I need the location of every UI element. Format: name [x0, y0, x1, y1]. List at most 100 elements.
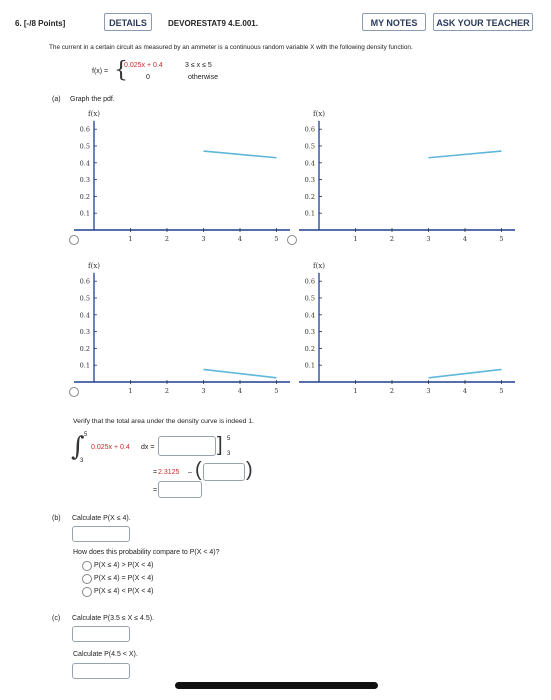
- pdf-line: [203, 150, 277, 159]
- points-label: 6. [-/8 Points]: [15, 19, 66, 28]
- lower-eval-input[interactable]: [203, 463, 245, 481]
- y-tick-label: 0.1: [80, 362, 90, 370]
- y-tick-label: 0.4: [305, 159, 315, 167]
- eval-upper-bound: 5: [227, 436, 231, 442]
- y-axis-label: f(x): [88, 110, 100, 118]
- y-tick-label: 0.2: [305, 345, 315, 353]
- y-tick-label: 0.1: [305, 210, 315, 218]
- y-tick-label: 0.3: [80, 328, 90, 336]
- part-a-prompt: Graph the pdf.: [70, 96, 115, 103]
- x-tick-label: 5: [499, 387, 503, 395]
- x-tick-label: 2: [390, 387, 394, 395]
- eval-lower-bound: 3: [227, 451, 231, 457]
- y-tick-label: 0.4: [80, 311, 90, 319]
- x-tick-label: 1: [353, 235, 357, 243]
- y-tick-label: 0.5: [80, 143, 90, 151]
- equation-line2-value: 2.3125: [158, 469, 180, 476]
- y-tick-label: 0.4: [80, 159, 90, 167]
- paren-open: (: [195, 459, 202, 481]
- x-tick-label: 3: [426, 235, 430, 243]
- y-tick-label: 0.6: [80, 126, 90, 134]
- part-b-compare-question: How does this probability compare to P(X…: [73, 549, 220, 556]
- scroll-bar[interactable]: [175, 682, 378, 689]
- y-tick-label: 0.2: [80, 193, 90, 201]
- paren-close: ): [246, 459, 253, 481]
- problem-id: DEVORESTAT9 4.E.001.: [168, 19, 258, 28]
- y-axis-label: f(x): [313, 110, 325, 118]
- equation-line2-equals: =: [153, 469, 158, 476]
- graph-option-3-radio[interactable]: [69, 387, 79, 397]
- compare-option-3-label: P(X ≤ 4) < P(X < 4): [94, 588, 154, 595]
- part-b-answer-input[interactable]: [72, 526, 130, 542]
- density-condition-1: 3 ≤ x ≤ 5: [185, 62, 212, 69]
- y-axis-label: f(x): [88, 262, 100, 270]
- y-tick-label: 0.3: [305, 176, 315, 184]
- eval-bracket: ]: [217, 434, 223, 456]
- compare-option-1-label: P(X ≤ 4) > P(X < 4): [94, 562, 154, 569]
- x-tick-label: 2: [165, 387, 169, 395]
- x-tick-label: 4: [238, 235, 242, 243]
- x-tick-label: 2: [390, 235, 394, 243]
- x-tick-label: 5: [274, 387, 278, 395]
- verify-text: Verify that the total area under the den…: [73, 418, 254, 425]
- x-tick-label: 1: [353, 387, 357, 395]
- x-tick-label: 1: [128, 387, 132, 395]
- part-c-answer1-input[interactable]: [72, 626, 130, 642]
- pdf-line: [428, 368, 502, 379]
- graph-option-1-radio[interactable]: [69, 235, 79, 245]
- x-tick-label: 4: [463, 235, 467, 243]
- compare-option-3-radio[interactable]: [82, 587, 92, 597]
- part-c-calc2: Calculate P(4.5 < X).: [73, 651, 138, 658]
- y-tick-label: 0.6: [305, 126, 315, 134]
- graph-option-2-radio[interactable]: [287, 235, 297, 245]
- equation-line3-equals: =: [153, 487, 158, 494]
- brace-symbol: {: [114, 58, 128, 83]
- x-tick-label: 3: [201, 235, 205, 243]
- x-tick-label: 4: [238, 387, 242, 395]
- y-tick-label: 0.6: [80, 278, 90, 286]
- integral-upper-bound: 5: [84, 432, 88, 438]
- equation-line2-minus: –: [188, 469, 192, 476]
- y-tick-label: 0.5: [305, 295, 315, 303]
- x-tick-label: 3: [201, 387, 205, 395]
- part-b-label: (b): [52, 515, 61, 522]
- compare-option-2-label: P(X ≤ 4) = P(X < 4): [94, 575, 154, 582]
- integrand-dx: dx =: [141, 444, 155, 451]
- y-axis-label: f(x): [313, 262, 325, 270]
- total-area-input[interactable]: [158, 481, 202, 498]
- part-c-answer2-input[interactable]: [72, 663, 130, 679]
- part-a-label: (a): [52, 96, 61, 103]
- y-tick-label: 0.3: [305, 328, 315, 336]
- integrand-expression: 0.025x + 0.4: [91, 444, 130, 451]
- antiderivative-input[interactable]: [158, 436, 216, 456]
- part-c-calc1: Calculate P(3.5 ≤ X ≤ 4.5).: [72, 615, 154, 622]
- density-expression-1: 0.025x + 0.4: [124, 62, 163, 69]
- compare-option-2-radio[interactable]: [82, 574, 92, 584]
- density-expression-2: 0: [146, 74, 150, 81]
- y-tick-label: 0.2: [80, 345, 90, 353]
- y-tick-label: 0.6: [305, 278, 315, 286]
- y-tick-label: 0.5: [80, 295, 90, 303]
- ask-teacher-button[interactable]: ASK YOUR TEACHER: [433, 13, 533, 31]
- x-tick-label: 5: [499, 235, 503, 243]
- part-b-calc: Calculate P(X ≤ 4).: [72, 515, 131, 522]
- pdf-line: [428, 150, 502, 159]
- x-tick-label: 3: [426, 387, 430, 395]
- x-tick-label: 1: [128, 235, 132, 243]
- x-tick-label: 5: [274, 235, 278, 243]
- y-tick-label: 0.1: [305, 362, 315, 370]
- y-tick-label: 0.3: [80, 176, 90, 184]
- y-tick-label: 0.1: [80, 210, 90, 218]
- pdf-line: [203, 368, 277, 379]
- compare-option-1-radio[interactable]: [82, 561, 92, 571]
- my-notes-button[interactable]: MY NOTES: [362, 13, 426, 31]
- integral-lower-bound: 3: [80, 458, 84, 464]
- y-tick-label: 0.5: [305, 143, 315, 151]
- y-tick-label: 0.2: [305, 193, 315, 201]
- x-tick-label: 4: [463, 387, 467, 395]
- details-button[interactable]: DETAILS: [104, 13, 152, 31]
